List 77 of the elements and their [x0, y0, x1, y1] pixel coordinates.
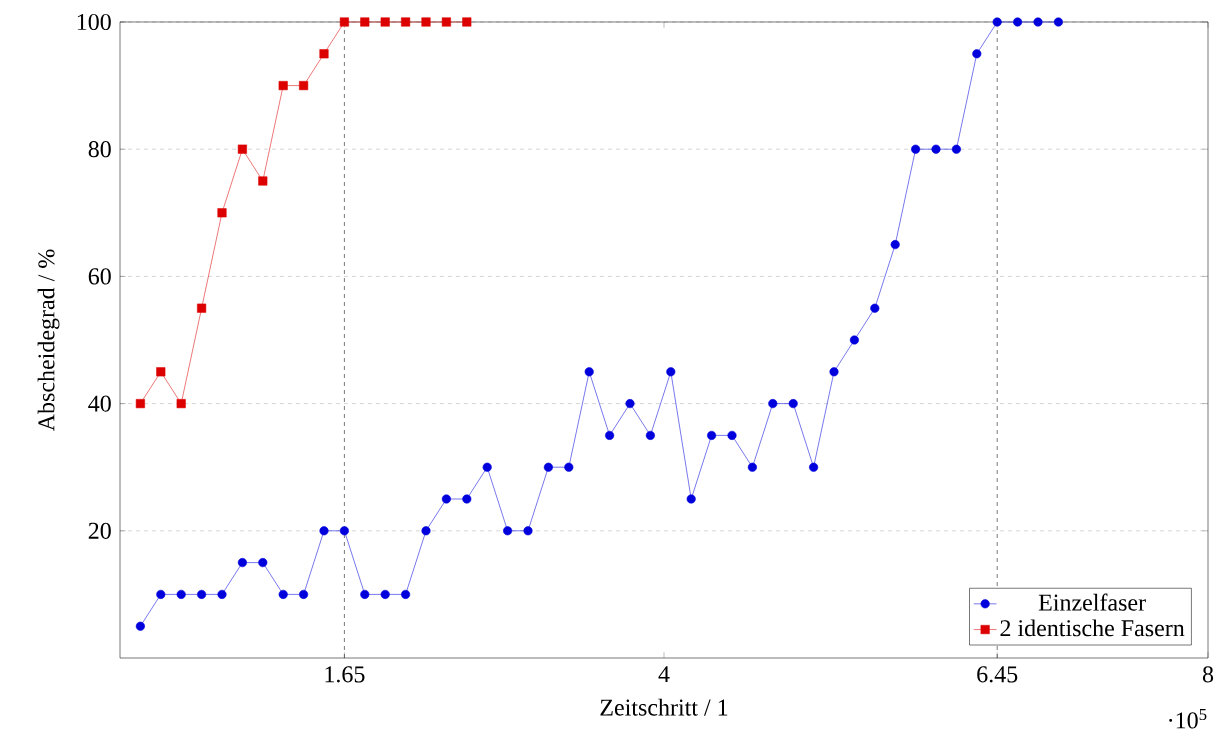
point	[237, 558, 247, 568]
point	[156, 367, 166, 377]
point	[156, 589, 166, 599]
point	[441, 494, 451, 504]
point	[849, 335, 859, 345]
point	[809, 462, 819, 472]
point	[421, 526, 431, 536]
point	[686, 494, 696, 504]
text: ·10$^{5}$	[1169, 708, 1207, 729]
point	[931, 144, 941, 154]
point	[278, 589, 288, 599]
point	[176, 399, 186, 409]
point	[870, 303, 880, 313]
point	[788, 399, 798, 409]
point	[258, 176, 268, 186]
point	[768, 399, 778, 409]
point	[441, 17, 451, 27]
point	[339, 17, 349, 27]
y-tick-label: 20	[88, 522, 111, 539]
x-axis-title: Zeitschritt / 1	[600, 698, 728, 716]
y-tick-label: 80	[88, 141, 111, 158]
point	[197, 589, 207, 599]
point	[176, 589, 186, 599]
point	[299, 589, 309, 599]
point	[380, 17, 390, 27]
point	[482, 462, 492, 472]
legend-label: Einzelfaser	[1038, 593, 1146, 611]
point	[503, 526, 513, 536]
point	[135, 621, 145, 631]
y-tick-label: 40	[88, 395, 111, 412]
point	[666, 367, 676, 377]
legend-label: 2 identische Fasern	[1000, 619, 1185, 637]
point	[462, 494, 472, 504]
y-tick-label: 100	[77, 13, 111, 31]
x-tick-label: 6.45	[977, 666, 1018, 683]
point	[972, 49, 982, 59]
y-axis-title: Abscheidegrad / %	[37, 249, 60, 432]
point	[197, 303, 207, 313]
point	[625, 399, 635, 409]
point	[707, 430, 717, 440]
x-tick-label: 1.65	[325, 666, 365, 683]
point	[890, 240, 900, 250]
point	[645, 430, 655, 440]
point	[360, 589, 370, 599]
point	[747, 462, 757, 472]
point	[217, 589, 227, 599]
point	[564, 462, 574, 472]
point	[727, 430, 737, 440]
point	[462, 17, 472, 27]
point	[135, 399, 145, 409]
point	[1013, 17, 1023, 27]
point	[258, 558, 268, 568]
point	[992, 17, 1002, 27]
point	[1053, 17, 1063, 27]
point	[911, 144, 921, 154]
point	[829, 367, 839, 377]
point	[360, 17, 370, 27]
x-tick-label: 4	[658, 666, 670, 683]
point	[401, 17, 411, 27]
point	[319, 526, 329, 536]
point	[951, 144, 961, 154]
point	[339, 526, 349, 536]
point	[217, 208, 227, 218]
point	[237, 144, 247, 154]
point	[605, 430, 615, 440]
x-tick-label: 8	[1202, 666, 1214, 683]
point	[1033, 17, 1043, 27]
point	[523, 526, 533, 536]
point	[299, 81, 309, 91]
point	[401, 589, 411, 599]
point	[421, 17, 431, 27]
point	[278, 81, 288, 91]
point	[543, 462, 553, 472]
point	[380, 589, 390, 599]
y-tick-label: 60	[88, 268, 111, 285]
point	[319, 49, 329, 59]
point	[584, 367, 594, 377]
